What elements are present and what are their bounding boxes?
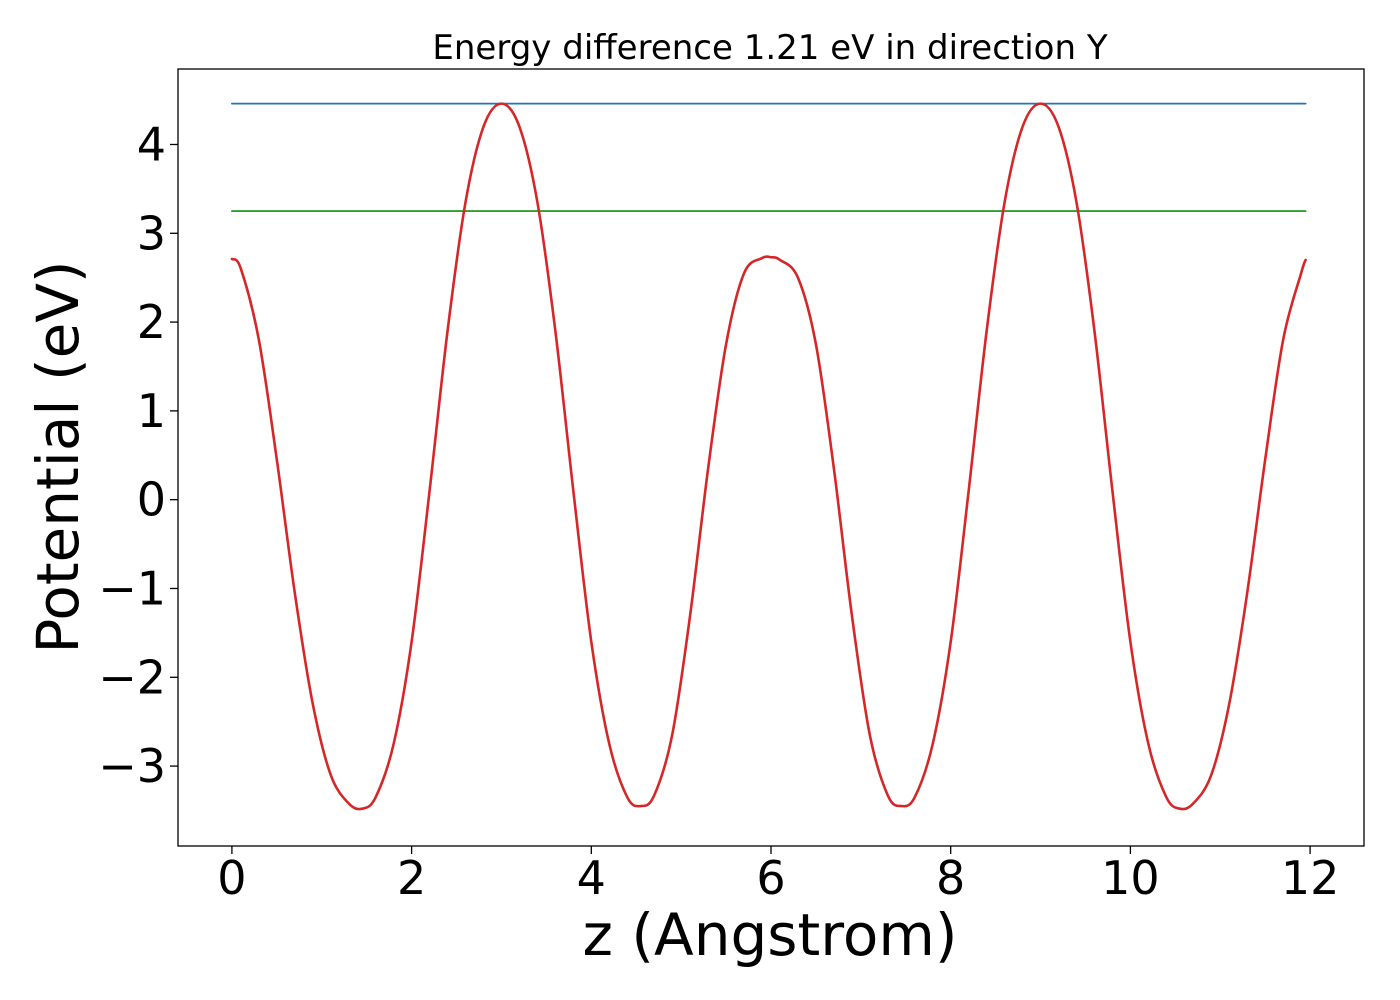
x-tick-label: 8: [936, 851, 965, 905]
y-tick-label: 4: [137, 117, 166, 171]
x-tick-label: 0: [217, 851, 246, 905]
potential-curve-line: [230, 102, 1307, 811]
y-tick-label: −3: [98, 739, 166, 793]
x-axis-label: z (Angstrom): [583, 901, 958, 969]
y-axis: −3 −2 −1 0 1 2 3 4: [98, 117, 178, 793]
y-tick-label: −2: [98, 650, 166, 704]
y-tick-label: 3: [137, 206, 166, 260]
series-layer: [230, 102, 1307, 811]
y-tick-label: 1: [137, 384, 166, 438]
chart-title: Energy difference 1.21 eV in direction Y: [432, 28, 1107, 68]
x-tick-label: 12: [1281, 851, 1340, 905]
x-tick-label: 10: [1101, 851, 1160, 905]
x-axis: 0 2 4 6 8 10 12: [217, 846, 1339, 905]
y-tick-label: 2: [137, 295, 166, 349]
y-axis-label: Potential (eV): [24, 260, 92, 653]
y-tick-label: −1: [98, 561, 166, 615]
x-tick-label: 4: [577, 851, 606, 905]
x-tick-label: 6: [756, 851, 785, 905]
y-tick-label: 0: [137, 473, 166, 527]
x-tick-label: 2: [397, 851, 426, 905]
